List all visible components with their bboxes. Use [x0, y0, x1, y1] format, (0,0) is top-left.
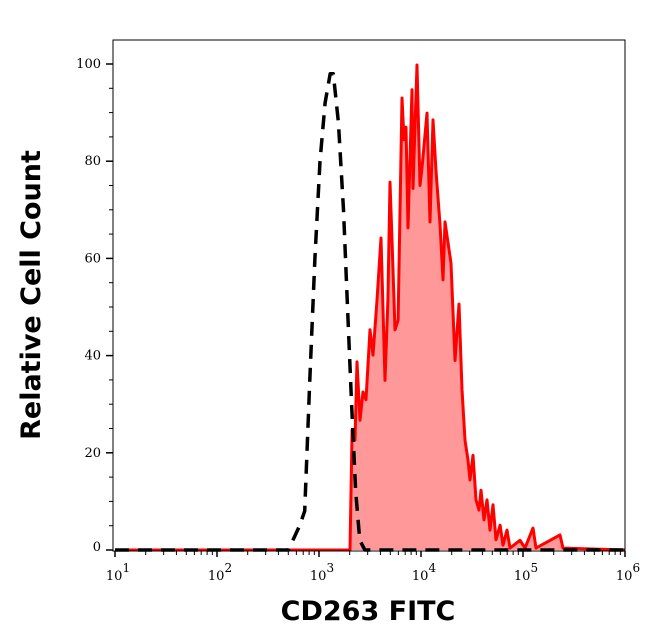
- y-tick-label: 40: [84, 349, 101, 364]
- x-tick-label: 104: [412, 561, 437, 584]
- x-tick-label: 105: [514, 561, 538, 584]
- y-tick-label: 80: [84, 154, 101, 169]
- x-tick-label: 103: [310, 561, 334, 584]
- x-tick-label: 106: [616, 561, 640, 584]
- x-tick-label: 101: [106, 561, 130, 584]
- y-tick-label: 100: [76, 57, 101, 72]
- axis-layer: 101 102 103 104 105 106 0 20 40 60 80 100: [76, 57, 640, 584]
- control-histogram-line: [115, 71, 625, 552]
- y-tick-label: 0: [93, 540, 101, 555]
- y-axis-title: Relative Cell Count: [16, 150, 47, 440]
- series-fill: [115, 65, 625, 550]
- y-tick-label: 60: [84, 251, 101, 266]
- x-tick-label: 102: [208, 561, 232, 584]
- y-tick-label: 20: [84, 446, 101, 461]
- series-layer: [115, 63, 626, 552]
- sample-histogram-line: [115, 63, 626, 552]
- x-axis-title: CD263 FITC: [281, 596, 456, 627]
